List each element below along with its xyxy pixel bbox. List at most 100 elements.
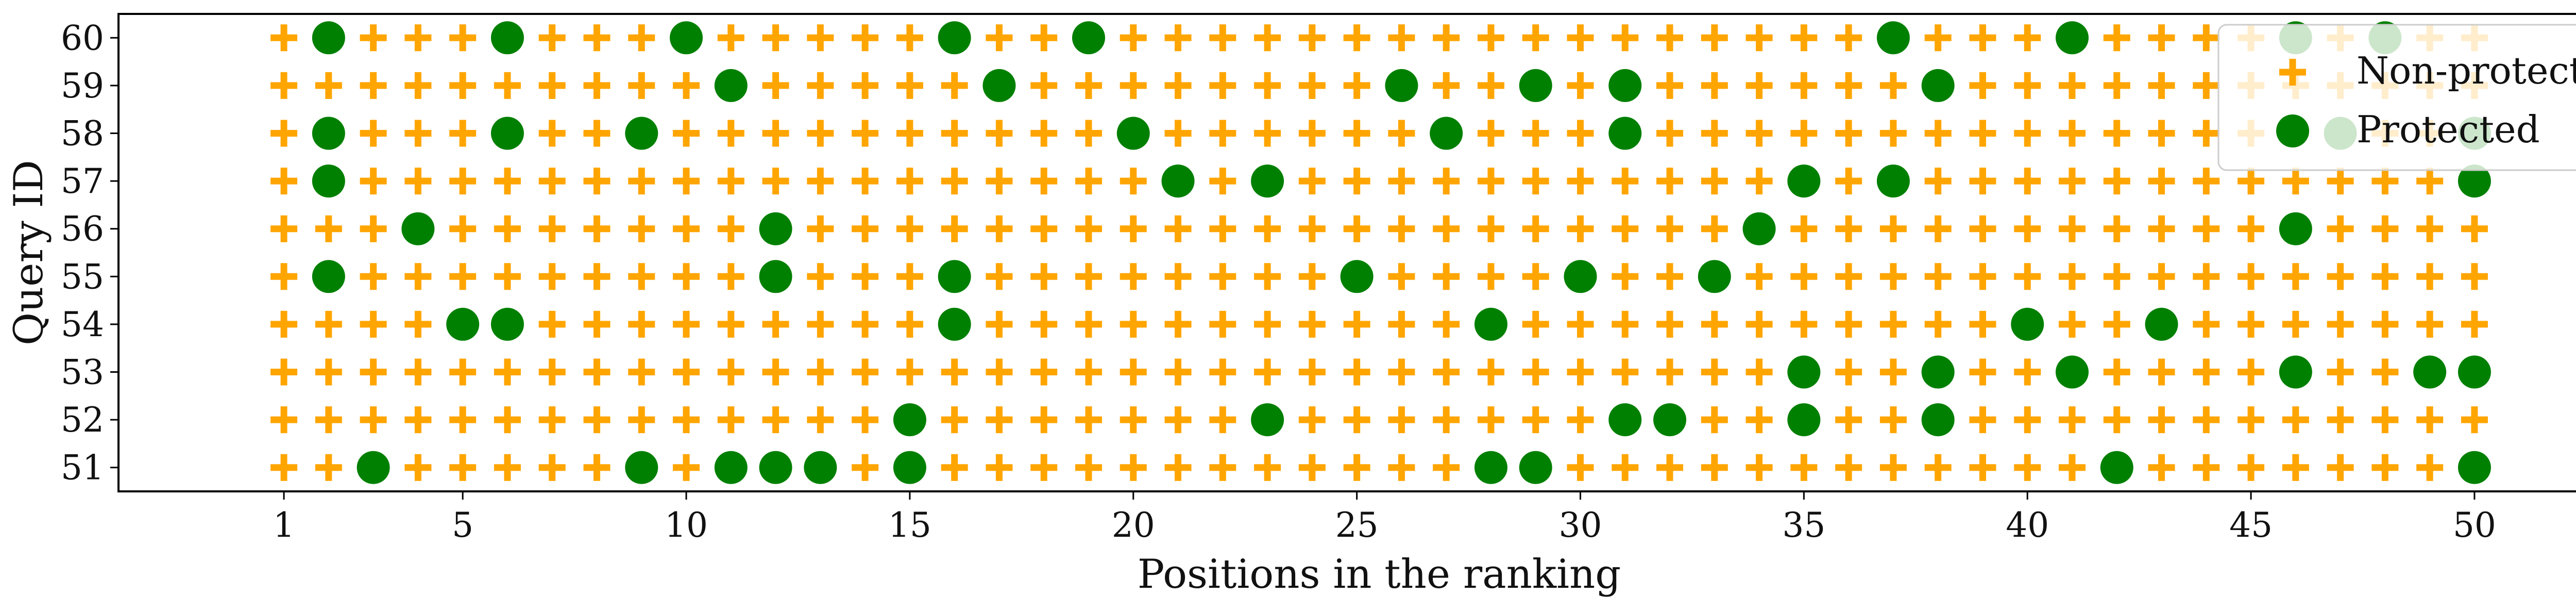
non-protected-point	[1612, 310, 1639, 338]
non-protected-point	[404, 24, 432, 52]
y-axis-ticks: 51 52 53 54 55 56 57 58 59 60	[61, 18, 118, 488]
non-protected-point	[583, 263, 611, 290]
protected-point	[982, 69, 1016, 102]
y-tick-label: 56	[61, 209, 104, 249]
non-protected-point	[1612, 215, 1639, 242]
non-protected-point	[852, 310, 879, 338]
non-protected-point	[1701, 358, 1728, 386]
x-tick-label: 45	[2229, 505, 2273, 545]
non-protected-point	[1030, 406, 1058, 434]
non-protected-point	[986, 310, 1013, 338]
protected-point	[1161, 164, 1195, 198]
non-protected-point	[2014, 168, 2041, 195]
non-protected-point	[2014, 215, 2041, 242]
protected-point	[1251, 164, 1284, 198]
non-protected-point	[270, 120, 298, 147]
non-protected-point	[1164, 215, 1192, 242]
protected-point	[1564, 260, 1597, 293]
non-protected-point	[404, 72, 432, 99]
non-protected-point	[762, 24, 789, 52]
non-protected-point	[2014, 454, 2041, 481]
non-protected-point	[1254, 310, 1281, 338]
non-protected-point	[449, 454, 477, 481]
non-protected-point	[1924, 120, 1952, 147]
non-protected-point	[1209, 168, 1236, 195]
non-protected-point	[2193, 406, 2220, 434]
non-protected-point	[1343, 168, 1370, 195]
non-protected-point	[315, 358, 342, 386]
non-protected-point	[315, 406, 342, 434]
plot-area	[117, 13, 2576, 492]
non-protected-point	[2193, 24, 2220, 52]
protected-point	[1116, 117, 1150, 150]
non-protected-point	[2327, 168, 2354, 195]
non-protected-point	[494, 72, 521, 99]
non-protected-point	[762, 358, 789, 386]
non-protected-point	[538, 120, 566, 147]
non-protected-point	[2193, 120, 2220, 147]
non-protected-point	[2461, 406, 2488, 434]
non-protected-point	[1790, 310, 1818, 338]
non-protected-point	[1924, 215, 1952, 242]
protected-point	[714, 69, 748, 102]
non-protected-point	[2416, 168, 2444, 195]
non-protected-point	[896, 24, 923, 52]
non-protected-point	[762, 72, 789, 99]
non-protected-point	[1164, 120, 1192, 147]
non-protected-point	[2282, 310, 2309, 338]
non-protected-point	[1164, 263, 1192, 290]
non-protected-point	[1612, 263, 1639, 290]
non-protected-point	[1567, 168, 1594, 195]
non-protected-point	[1298, 454, 1326, 481]
non-protected-point	[717, 310, 744, 338]
protected-point	[1474, 307, 1507, 341]
protected-point	[714, 451, 748, 484]
protected-point	[938, 21, 971, 55]
non-protected-point	[1656, 263, 1684, 290]
non-protected-point	[270, 72, 298, 99]
legend-circle-marker	[2276, 114, 2309, 147]
non-protected-point	[1567, 310, 1594, 338]
non-protected-point	[852, 72, 879, 99]
non-protected-point	[583, 454, 611, 481]
non-protected-point	[1343, 215, 1370, 242]
non-protected-point	[1567, 454, 1594, 481]
non-protected-point	[2416, 454, 2444, 481]
non-protected-point	[2058, 454, 2086, 481]
non-protected-point	[270, 215, 298, 242]
protected-point	[938, 307, 971, 341]
non-protected-point	[404, 358, 432, 386]
non-protected-point	[852, 454, 879, 481]
non-protected-point	[583, 24, 611, 52]
non-protected-point	[1790, 263, 1818, 290]
non-protected-point	[852, 263, 879, 290]
protected-point	[1742, 212, 1776, 245]
non-protected-point	[494, 406, 521, 434]
non-protected-point	[1656, 454, 1684, 481]
protected-point	[1921, 69, 1955, 102]
y-tick-label: 58	[61, 114, 104, 154]
non-protected-point	[1388, 310, 1415, 338]
non-protected-point	[2327, 263, 2354, 290]
non-protected-point	[673, 406, 700, 434]
y-tick-label: 52	[61, 400, 104, 440]
non-protected-point	[1075, 358, 1102, 386]
y-tick-label: 59	[61, 66, 104, 106]
non-protected-point	[1120, 215, 1147, 242]
non-protected-point	[2148, 24, 2175, 52]
non-protected-point	[270, 310, 298, 338]
y-tick-label: 57	[61, 161, 104, 201]
non-protected-point	[1835, 406, 1862, 434]
non-protected-point	[583, 358, 611, 386]
non-protected-point	[628, 215, 655, 242]
non-protected-point	[538, 215, 566, 242]
non-protected-point	[2238, 168, 2265, 195]
non-protected-point	[494, 358, 521, 386]
non-protected-point	[1835, 310, 1862, 338]
non-protected-point	[2148, 406, 2175, 434]
non-protected-point	[1567, 24, 1594, 52]
non-protected-point	[1030, 263, 1058, 290]
non-protected-point	[1745, 406, 1773, 434]
non-protected-point	[1835, 168, 1862, 195]
